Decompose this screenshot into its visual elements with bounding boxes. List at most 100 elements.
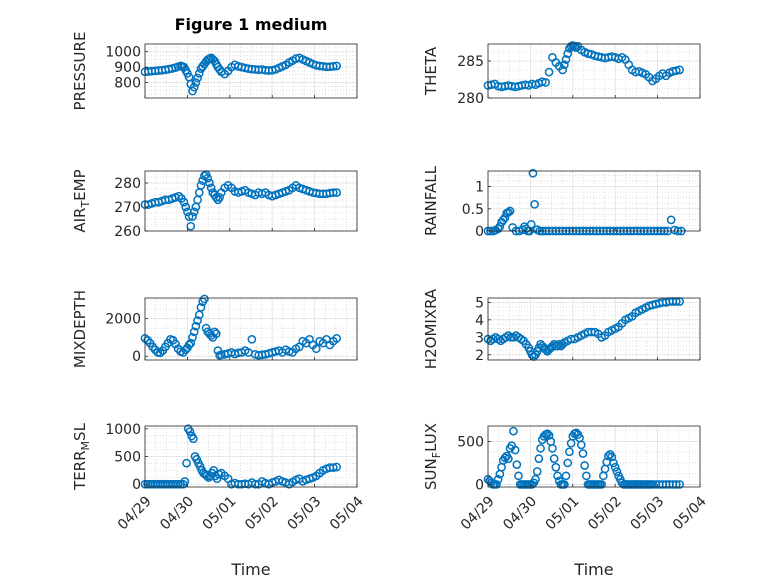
axes-box xyxy=(487,297,701,361)
data-point xyxy=(196,181,206,190)
data-point xyxy=(666,215,676,225)
y-tick-label: 5 xyxy=(475,295,484,311)
data-point xyxy=(200,294,209,304)
data-point xyxy=(179,197,189,207)
subplot-terr-msl: 0 500 1000 04/29 04/30 05/01 05/02 05/03 05/04 TE… xyxy=(71,422,367,534)
y-tick-label: 0 xyxy=(475,224,484,240)
y-tick-label: 280 xyxy=(457,91,484,107)
y-tick-label: 0.5 xyxy=(462,202,484,218)
data-point xyxy=(181,202,191,212)
data-point xyxy=(184,212,194,221)
data-point xyxy=(541,345,551,354)
data-point xyxy=(495,222,505,231)
data-point xyxy=(514,471,523,481)
data-point xyxy=(582,471,591,481)
subplot-air-temp: 260 270 280 AIRTEMP xyxy=(71,169,358,240)
data-point xyxy=(561,55,571,64)
data-point xyxy=(528,168,538,178)
data-point xyxy=(188,434,198,444)
x-tick-label: 05/04 xyxy=(670,493,710,533)
figure-title: Figure 1 medium xyxy=(175,15,328,34)
x-tick-label: 04/30 xyxy=(157,493,197,533)
data-point xyxy=(675,65,684,75)
axes-box xyxy=(487,425,701,488)
data-point xyxy=(194,68,204,78)
y-tick-label: 900 xyxy=(114,60,141,76)
data-point xyxy=(191,78,201,87)
subplot-sun-flux: 0 500 04/29 04/30 05/01 05/02 05/03 05/04 SUNFLU… xyxy=(422,423,710,533)
data-point xyxy=(609,458,618,468)
data-point xyxy=(188,212,197,221)
data-point xyxy=(563,49,573,58)
data-point xyxy=(332,188,341,197)
y-tick-label: 800 xyxy=(114,76,141,92)
data-point xyxy=(328,463,338,472)
y-tick-label: 1 xyxy=(475,180,484,196)
data-point xyxy=(212,474,222,484)
data-point xyxy=(493,474,503,484)
x-tick-label: 05/02 xyxy=(585,493,625,533)
y-tick-label: 0 xyxy=(132,349,141,365)
data-point xyxy=(189,207,199,217)
data-point xyxy=(311,344,321,354)
data-point xyxy=(180,477,190,486)
y-axis-label: MIXDEPTH xyxy=(71,290,89,368)
y-tick-label: 2 xyxy=(475,348,484,364)
data-point xyxy=(211,329,221,339)
data-point xyxy=(549,454,559,463)
data-point xyxy=(215,193,224,202)
axes-box xyxy=(144,170,358,232)
y-tick-label: 4 xyxy=(475,313,484,329)
data-point xyxy=(530,199,539,209)
y-axis-label: PRESSURE xyxy=(71,32,89,111)
data-point xyxy=(512,460,522,470)
data-point xyxy=(328,188,338,197)
data-point xyxy=(553,341,562,351)
y-tick-label: 2000 xyxy=(105,312,141,328)
data-point xyxy=(500,453,510,463)
data-point xyxy=(671,480,681,489)
y-tick-label: 280 xyxy=(114,176,141,192)
x-tick-label: 05/03 xyxy=(285,493,325,533)
subplot-h2omixra: 2 34 5 H2OMIXRA xyxy=(422,288,701,369)
data-point xyxy=(526,219,536,229)
data-point xyxy=(185,427,195,436)
data-point xyxy=(671,66,681,75)
x-tick-label: 05/01 xyxy=(543,493,583,533)
x-tick-label: 05/03 xyxy=(628,493,668,533)
data-point xyxy=(174,191,184,201)
data-point xyxy=(210,327,219,337)
x-tick-label: 05/02 xyxy=(242,493,282,533)
data-point xyxy=(559,60,569,70)
data-point xyxy=(536,443,545,453)
data-point xyxy=(532,467,542,476)
x-tick-label: 04/30 xyxy=(500,493,540,533)
data-point xyxy=(541,78,551,87)
x-tick-label: 05/01 xyxy=(200,493,240,533)
data-point xyxy=(332,334,341,343)
data-point xyxy=(206,183,216,193)
data-point xyxy=(196,303,206,312)
data-point xyxy=(492,480,501,489)
data-point xyxy=(544,67,554,77)
data-point xyxy=(565,447,574,457)
data-point xyxy=(205,178,214,188)
data-point xyxy=(534,454,544,463)
data-point xyxy=(193,73,202,83)
axes-box xyxy=(487,43,701,99)
data-point xyxy=(551,462,561,472)
y-axis-label: TERRMSL xyxy=(71,422,92,491)
y-axis-label: AIRTEMP xyxy=(71,169,92,232)
subplot-rainfall: 0 0.5 1 RAINFALL xyxy=(422,165,701,240)
data-point xyxy=(509,426,518,436)
data-point xyxy=(553,471,562,481)
data-point xyxy=(563,458,573,468)
data-point xyxy=(607,452,617,462)
data-point xyxy=(612,467,622,476)
data-point xyxy=(332,462,341,472)
y-tick-label: 0 xyxy=(475,477,484,493)
axes-box xyxy=(144,43,358,99)
y-axis-label: RAINFALL xyxy=(422,165,440,236)
x-tick-label: 04/29 xyxy=(458,493,498,533)
